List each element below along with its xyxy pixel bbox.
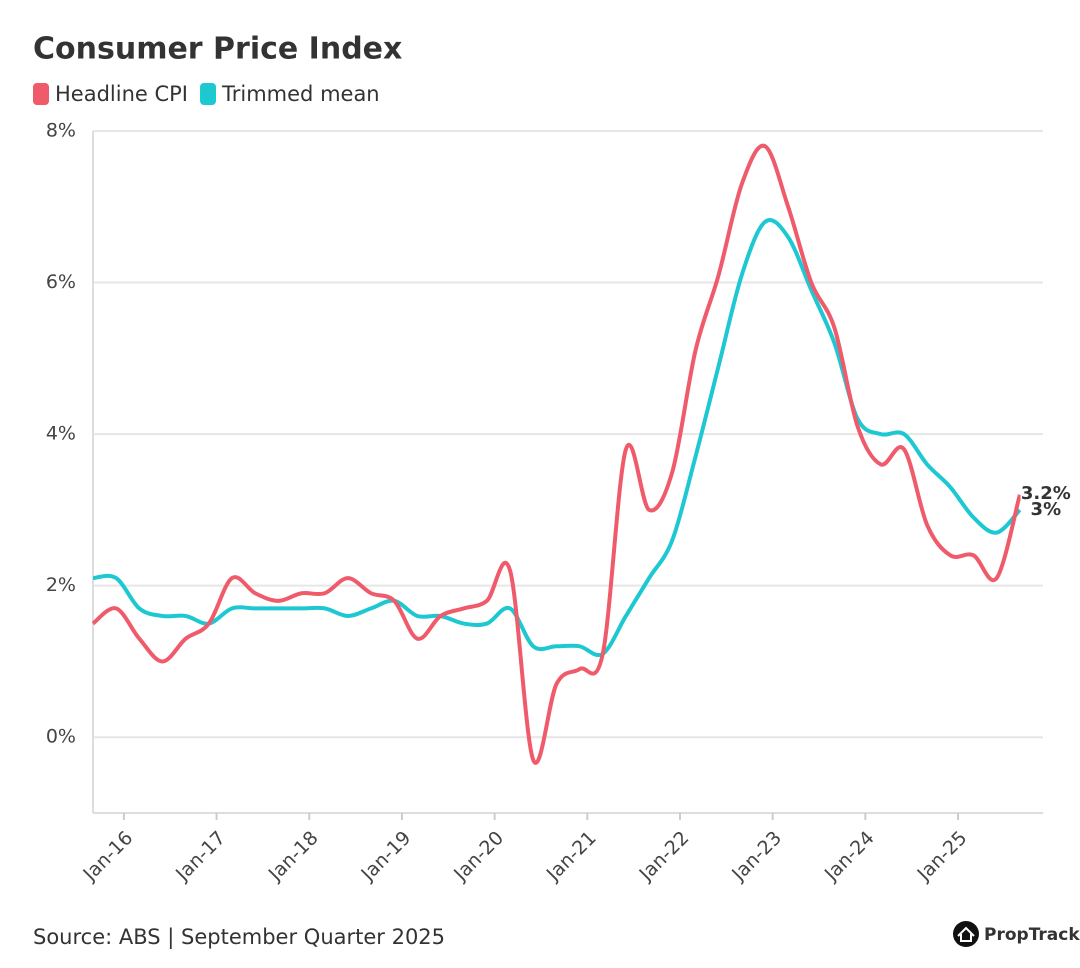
legend-swatch xyxy=(33,83,49,105)
x-tick-label: Jan-22 xyxy=(634,827,693,886)
x-tick-label: Jan-20 xyxy=(449,827,508,886)
y-tick-label: 2% xyxy=(46,574,76,596)
chart-title: Consumer Price Index xyxy=(33,32,402,67)
x-tick-label: Jan-23 xyxy=(727,827,786,886)
legend-label: Trimmed mean xyxy=(221,82,380,106)
brand-name: PropTrack xyxy=(984,925,1080,945)
series-line xyxy=(91,143,1022,765)
logo-house xyxy=(957,926,975,942)
x-tick-label: Jan-16 xyxy=(78,827,137,886)
legend-swatch xyxy=(200,83,217,105)
y-tick-label: 0% xyxy=(46,726,76,748)
data-label: 3% xyxy=(1031,499,1062,520)
x-tick-label: Jan-25 xyxy=(913,827,972,886)
y-tick-label: 8% xyxy=(46,120,76,142)
x-tick-label: Jan-19 xyxy=(356,827,415,886)
series-line xyxy=(92,218,1022,658)
x-tick-label: Jan-18 xyxy=(264,827,323,886)
source-note: Source: ABS | September Quarter 2025 xyxy=(33,925,445,950)
brand-logo: PropTrack xyxy=(953,921,1080,947)
x-tick-label: Jan-17 xyxy=(171,827,230,886)
y-tick-label: 4% xyxy=(46,423,76,445)
logo-icon xyxy=(953,921,979,947)
data-label: 3.2% xyxy=(1021,483,1071,504)
x-tick-label: Jan-24 xyxy=(820,827,879,886)
y-tick-label: 6% xyxy=(46,271,76,293)
x-tick-label: Jan-21 xyxy=(542,827,601,886)
legend-label: Headline CPI xyxy=(55,82,188,106)
